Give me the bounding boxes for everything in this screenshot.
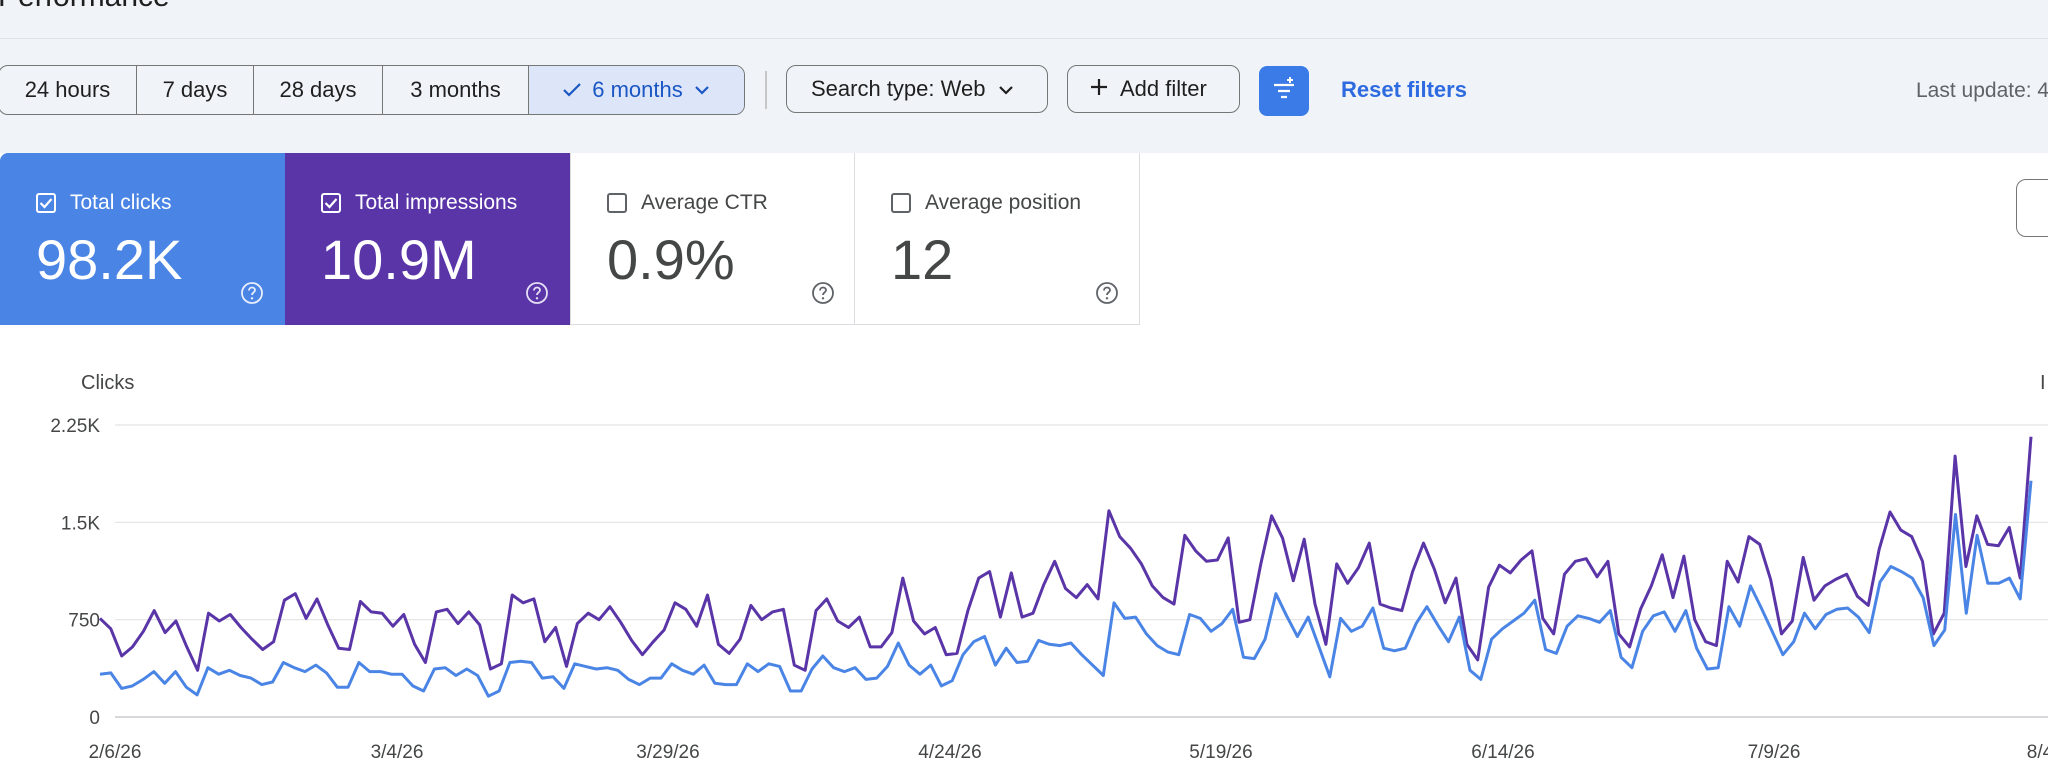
toolbar-divider (765, 71, 767, 109)
y-tick-label: 2.25K (50, 416, 100, 437)
date-range-label: 24 hours (24, 77, 111, 102)
checkbox-checked-icon[interactable] (321, 193, 341, 213)
date-range-label: 3 months (410, 77, 501, 102)
date-range-3-months[interactable]: 3 months (383, 66, 529, 114)
series-line-total-impressions (98, 436, 2033, 672)
x-axis-ticks: 2/6/26 3/4/26 3/29/26 4/24/26 5/19/26 6/14/26… (89, 742, 2048, 762)
metric-value: 0.9% (607, 228, 735, 291)
date-range-24-hours[interactable]: 24 hours (0, 66, 137, 114)
right-axis-title: I (2040, 372, 2046, 394)
performance-panel: Total clicks 98.2K Total impressions 10.… (0, 153, 2048, 762)
metric-value: 98.2K (36, 228, 183, 291)
x-tick-label: 6/14/26 (1471, 742, 1534, 762)
x-tick-label: 2/6/26 (89, 742, 142, 762)
checkbox-unchecked-icon[interactable] (607, 193, 627, 213)
metric-card-average-position[interactable]: Average position 12 (855, 153, 1140, 325)
date-range-6-months[interactable]: 6 months (529, 66, 744, 114)
y-tick-label: 1.5K (61, 513, 100, 534)
search-type-dropdown[interactable]: Search type: Web (786, 65, 1048, 113)
x-tick-label: 3/4/26 (371, 742, 424, 762)
metric-label: Total clicks (70, 191, 172, 214)
date-range-selector: 24 hours 7 days 28 days 3 months 6 month… (0, 65, 745, 115)
date-range-28-days[interactable]: 28 days (254, 66, 383, 114)
reset-filters-link[interactable]: Reset filters (1341, 77, 1467, 102)
metric-label: Average position (925, 191, 1082, 214)
filter-list-icon (1271, 76, 1297, 107)
x-tick-label: 7/9/26 (1748, 742, 1801, 762)
filter-settings-button[interactable] (1259, 66, 1309, 116)
chart-grid (115, 424, 2048, 718)
date-range-7-days[interactable]: 7 days (137, 66, 254, 114)
last-update-text: Last update: 4 (1916, 79, 2048, 102)
add-filter-button[interactable]: Add filter (1067, 65, 1240, 113)
metric-card-total-clicks[interactable]: Total clicks 98.2K (0, 153, 285, 325)
chevron-down-icon (693, 84, 711, 96)
metric-card-total-impressions[interactable]: Total impressions 10.9M (285, 153, 570, 325)
help-icon[interactable] (525, 281, 549, 310)
x-tick-label: 3/29/26 (636, 742, 699, 762)
date-range-label: 6 months (592, 77, 683, 102)
checkbox-unchecked-icon[interactable] (891, 193, 911, 213)
plus-icon (1090, 76, 1108, 102)
search-type-label: Search type: Web (811, 76, 986, 101)
metric-card-average-ctr[interactable]: Average CTR 0.9% (570, 153, 855, 325)
metric-value: 12 (891, 228, 954, 291)
y-tick-label: 750 (68, 611, 100, 632)
performance-chart: Clicks I 0 750 1.5K 2.25K 2/6/26 3/4/26 3/29/… (50, 372, 2048, 762)
x-tick-label: 4/24/26 (918, 742, 981, 762)
date-range-label: 7 days (162, 77, 228, 102)
metric-label: Total impressions (355, 191, 518, 214)
chart-options-button[interactable] (2016, 179, 2048, 237)
help-icon[interactable] (1095, 281, 1119, 310)
add-filter-label: Add filter (1120, 76, 1207, 101)
help-icon[interactable] (811, 281, 835, 310)
toolbar: 24 hours 7 days 28 days 3 months 6 month… (0, 65, 2048, 116)
chart-series (98, 436, 2033, 698)
x-tick-label: 5/19/26 (1189, 742, 1252, 762)
header-divider (0, 38, 2048, 39)
y-tick-label: 0 (89, 708, 100, 729)
date-range-label: 28 days (279, 77, 357, 102)
checkbox-checked-icon[interactable] (36, 193, 56, 213)
metric-label: Average CTR (641, 191, 768, 214)
help-icon[interactable] (240, 281, 264, 310)
y-axis-title: Clicks (81, 372, 134, 394)
metric-value: 10.9M (321, 228, 477, 291)
x-tick-label: 8/4 (2027, 742, 2048, 762)
chevron-down-icon (997, 76, 1015, 102)
check-icon (562, 82, 582, 98)
series-line-total-clicks (99, 480, 2033, 698)
y-axis-ticks: 0 750 1.5K 2.25K (50, 416, 100, 729)
page-title: Performance (0, 0, 170, 14)
